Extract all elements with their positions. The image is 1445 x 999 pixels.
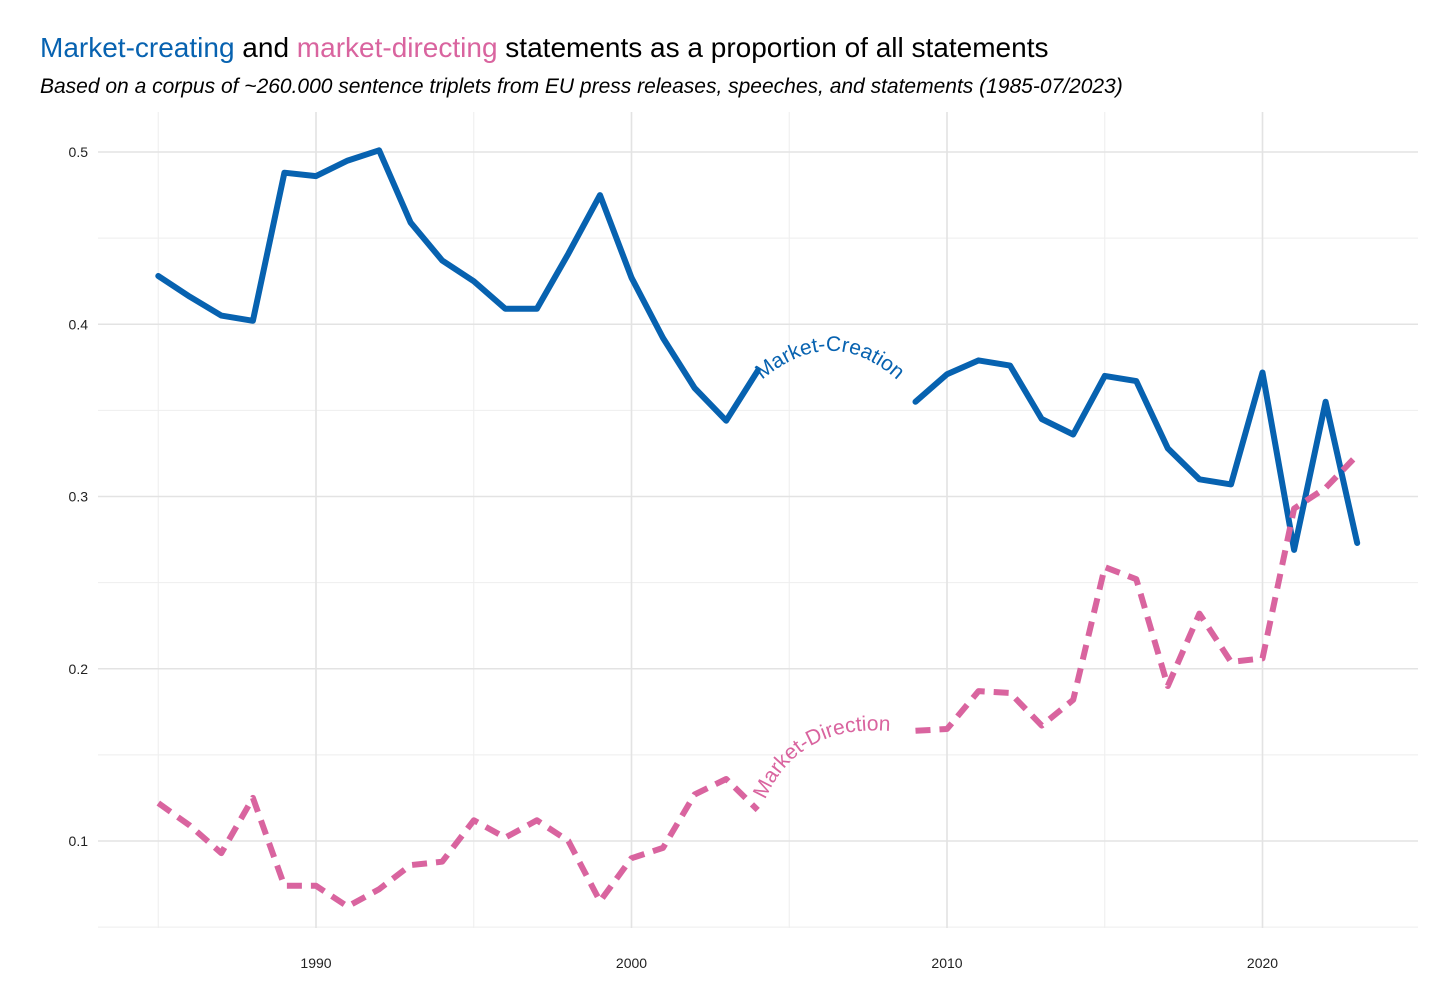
- title-rest: statements as a proportion of all statem…: [497, 32, 1049, 63]
- data-point-market-direction-2022: [1323, 485, 1329, 491]
- data-point-market-creation-1986: [187, 294, 193, 300]
- data-point-market-creation-2000: [629, 275, 635, 281]
- data-point-market-direction-2015: [1102, 564, 1108, 570]
- series-line-market-creation-segment-2: [912, 357, 1361, 553]
- data-point-market-direction-1996: [502, 835, 508, 841]
- data-point-market-creation-2009: [913, 399, 919, 405]
- data-point-market-direction-2021: [1291, 506, 1297, 512]
- data-point-market-creation-1985: [155, 273, 161, 279]
- data-point-market-creation-2023: [1354, 540, 1360, 546]
- x-tick-label: 2000: [616, 955, 647, 971]
- title-market-directing: market-directing: [296, 32, 498, 63]
- data-point-market-creation-2015: [1102, 373, 1108, 379]
- data-point-market-direction-1993: [408, 862, 414, 868]
- data-point-market-direction-2013: [1039, 723, 1045, 729]
- x-axis-ticks: 1990 2000 2010 2020: [300, 955, 1278, 971]
- data-point-market-direction-1991: [345, 904, 351, 910]
- data-point-market-direction-2018: [1196, 611, 1202, 617]
- data-point-market-direction-2003: [723, 776, 729, 782]
- title-and: and: [234, 32, 297, 63]
- data-point-market-creation-1992: [376, 147, 382, 153]
- chart-title: Market-creating and market-directing sta…: [40, 32, 1048, 64]
- series-line-market-creation-segment-1: [155, 147, 761, 424]
- data-point-market-direction-2014: [1070, 697, 1076, 703]
- data-point-market-creation-1997: [534, 306, 540, 312]
- data-point-market-creation-2018: [1196, 476, 1202, 482]
- data-point-market-direction-2009: [913, 728, 919, 734]
- data-point-market-direction-2002: [692, 792, 698, 798]
- data-point-market-creation-1989: [281, 170, 287, 176]
- data-point-market-creation-2017: [1165, 445, 1171, 451]
- data-point-market-direction-2012: [1007, 690, 1013, 696]
- y-tick-label: 0.3: [69, 489, 89, 505]
- series-lines: [155, 147, 1361, 910]
- data-point-market-creation-1995: [471, 278, 477, 284]
- data-point-market-creation-1988: [250, 318, 256, 324]
- data-point-market-creation-1996: [502, 306, 508, 312]
- data-point-market-creation-1999: [597, 192, 603, 198]
- y-tick-label: 0.2: [69, 661, 89, 677]
- data-point-market-direction-2023: [1354, 452, 1360, 458]
- data-point-market-direction-1998: [565, 838, 571, 844]
- data-point-market-creation-2013: [1039, 416, 1045, 422]
- major-gridlines: [98, 112, 1418, 928]
- data-point-market-creation-2010: [944, 371, 950, 377]
- data-point-market-creation-1990: [313, 173, 319, 179]
- data-point-market-direction-1999: [597, 898, 603, 904]
- data-point-market-direction-2000: [629, 855, 635, 861]
- x-tick-label: 2010: [931, 955, 962, 971]
- y-tick-label: 0.4: [69, 316, 89, 332]
- data-point-market-creation-1991: [345, 158, 351, 164]
- data-point-market-direction-1997: [534, 817, 540, 823]
- y-axis-ticks: 0.1 0.2 0.3 0.4 0.5: [69, 144, 89, 849]
- data-point-market-creation-1998: [565, 251, 571, 257]
- data-point-market-creation-2021: [1291, 547, 1297, 553]
- data-point-market-direction-1992: [376, 886, 382, 892]
- data-point-market-creation-2014: [1070, 432, 1076, 438]
- x-tick-label: 1990: [300, 955, 331, 971]
- data-point-market-direction-1989: [281, 883, 287, 889]
- data-point-market-direction-2020: [1260, 655, 1266, 661]
- data-point-market-creation-2002: [692, 385, 698, 391]
- data-point-market-creation-1987: [218, 313, 224, 319]
- data-point-market-creation-2022: [1323, 399, 1329, 405]
- data-point-market-creation-2016: [1133, 378, 1139, 384]
- data-point-market-direction-2016: [1133, 576, 1139, 582]
- minor-gridlines: [98, 112, 1418, 928]
- data-point-market-creation-2020: [1260, 370, 1266, 376]
- label-market-direction: Market-Direction: [749, 712, 891, 802]
- data-point-market-creation-2011: [976, 357, 982, 363]
- data-point-market-direction-2001: [660, 845, 666, 851]
- data-point-market-creation-2019: [1228, 481, 1234, 487]
- data-point-market-direction-2004: [755, 807, 761, 813]
- data-point-market-direction-1988: [250, 795, 256, 801]
- label-market-direction-text: Market-Direction: [749, 712, 891, 802]
- data-point-market-direction-1994: [439, 859, 445, 865]
- data-point-market-direction-2017: [1165, 683, 1171, 689]
- data-point-market-direction-2010: [944, 726, 950, 732]
- data-point-market-direction-1986: [187, 823, 193, 829]
- data-point-market-direction-1995: [471, 817, 477, 823]
- data-point-market-creation-1993: [408, 220, 414, 226]
- label-market-creation-text: Market-Creation: [751, 333, 909, 384]
- series-line-market-direction-segment-1: [156, 776, 760, 910]
- x-tick-label: 2020: [1247, 955, 1278, 971]
- data-point-market-direction-1990: [313, 883, 319, 889]
- chart-subtitle: Based on a corpus of ~260.000 sentence t…: [40, 75, 1123, 98]
- label-market-creation: Market-Creation: [751, 333, 909, 384]
- data-point-market-direction-1985: [155, 800, 161, 806]
- data-point-market-direction-2019: [1228, 659, 1234, 665]
- data-point-market-creation-2001: [660, 335, 666, 341]
- data-point-market-direction-2011: [976, 688, 982, 694]
- data-point-market-creation-1994: [439, 258, 445, 264]
- y-tick-label: 0.5: [69, 144, 89, 160]
- data-point-market-creation-2003: [723, 418, 729, 424]
- series-line-market-direction-segment-2: [915, 453, 1360, 734]
- title-market-creating: Market-creating: [40, 32, 235, 63]
- y-tick-label: 0.1: [69, 833, 89, 849]
- data-point-market-creation-2012: [1007, 363, 1013, 369]
- data-point-market-direction-1987: [218, 850, 224, 856]
